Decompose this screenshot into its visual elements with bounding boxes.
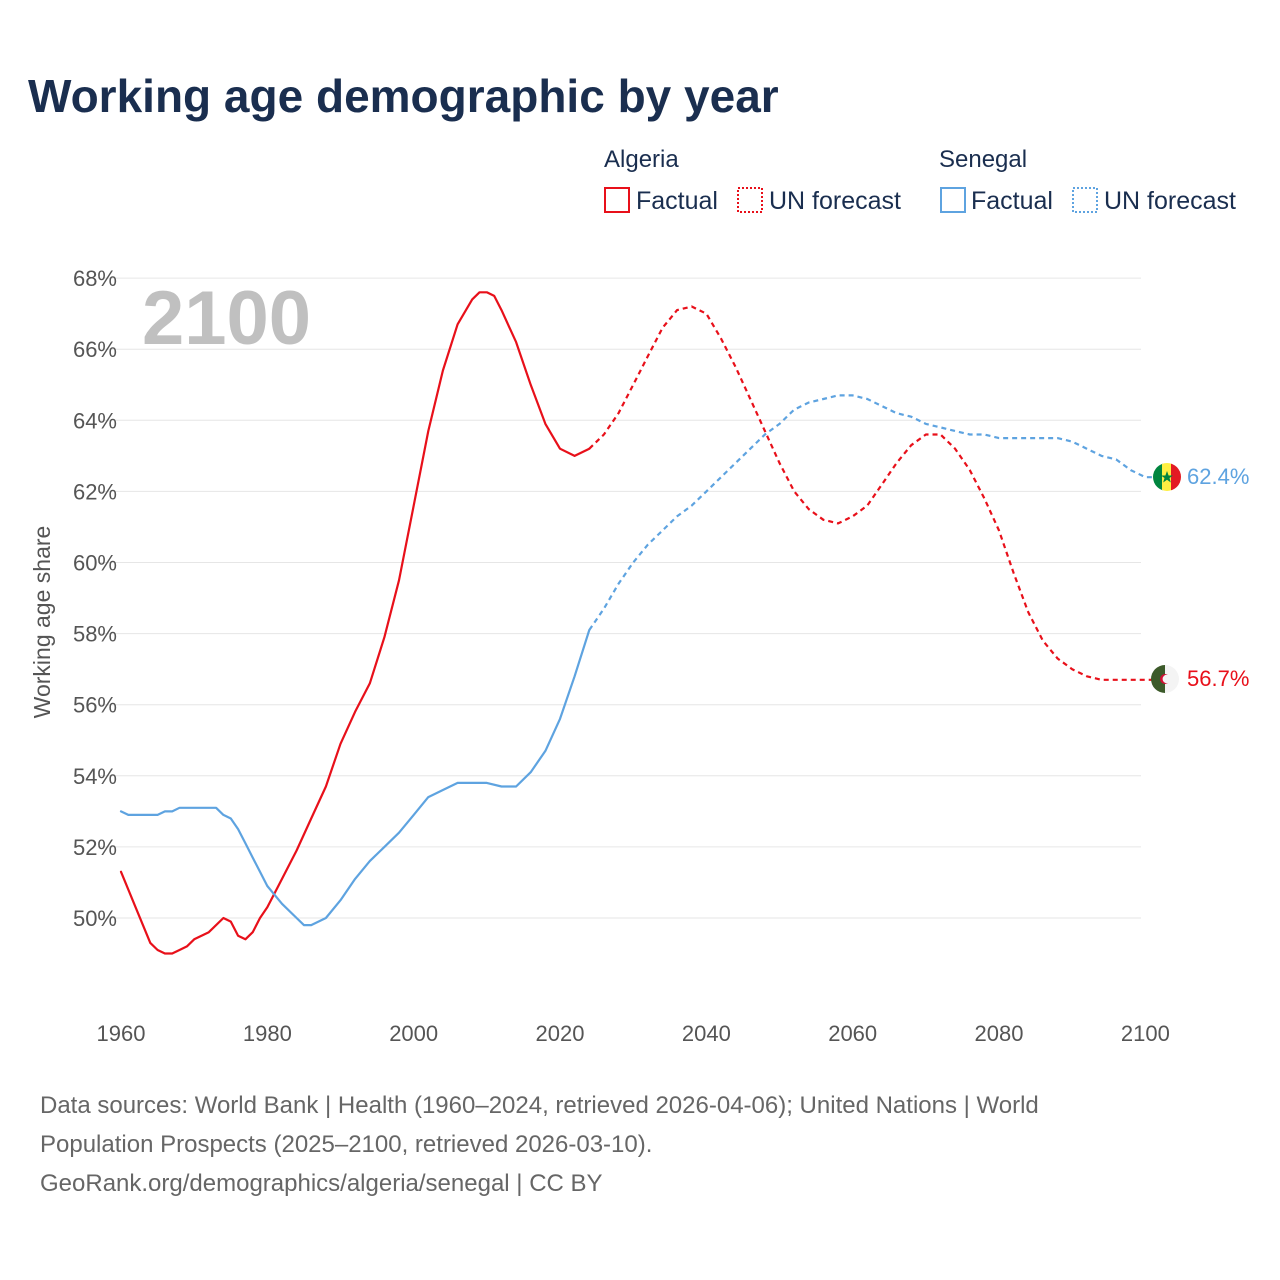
chart-title: Working age demographic by year [28, 70, 779, 122]
legend-group-senegal: Senegal [939, 146, 1027, 173]
y-tick-label: 62% [73, 479, 117, 504]
y-tick-label: 64% [73, 408, 117, 433]
end-label-algeria: 56.7% [1187, 666, 1249, 691]
legend-label-algeria-forecast: UN forecast [769, 187, 901, 215]
legend: Algeria Factual UN forecast Senegal Fact… [604, 146, 1236, 215]
footer-sources-line1: Data sources: World Bank | Health (1960–… [40, 1092, 1039, 1119]
y-tick-label: 68% [73, 266, 117, 291]
x-tick-label: 2060 [828, 1021, 877, 1046]
algeria-flag-icon [1151, 665, 1179, 693]
series [119, 291, 1160, 955]
x-tick-label: 2040 [682, 1021, 731, 1046]
x-tick-label: 2080 [975, 1021, 1024, 1046]
x-tick-label: 1980 [243, 1021, 292, 1046]
legend-label-algeria-factual: Factual [636, 187, 718, 215]
legend-label-senegal-factual: Factual [971, 187, 1053, 215]
legend-swatch-algeria-factual [604, 187, 630, 213]
x-tick-label: 1960 [97, 1021, 146, 1046]
footer-link[interactable]: GeoRank.org/demographics/algeria/senegal… [40, 1170, 603, 1197]
x-tick-label: 2000 [389, 1021, 438, 1046]
y-tick-label: 56% [73, 693, 117, 718]
y-tick-label: 66% [73, 337, 117, 362]
y-axis: 50% 52% 54% 56% 58% 60% 62% 64% 66% 68% [73, 266, 117, 931]
y-tick-label: 54% [73, 764, 117, 789]
gridlines [98, 277, 1141, 919]
y-tick-label: 58% [73, 622, 117, 647]
legend-group-algeria: Algeria [604, 146, 679, 173]
y-tick-label: 52% [73, 835, 117, 860]
series-line-algeria-forecast [588, 305, 1160, 681]
x-axis: 1960 1980 2000 2020 2040 2060 2080 2100 [97, 1021, 1170, 1046]
legend-swatch-algeria-forecast [737, 187, 763, 213]
y-tick-label: 50% [73, 906, 117, 931]
senegal-flag-icon [1153, 463, 1181, 491]
footer-sources-line2: Population Prospects (2025–2100, retriev… [40, 1131, 652, 1158]
series-line-senegal-factual [119, 628, 591, 927]
end-label-senegal: 62.4% [1187, 464, 1249, 489]
year-marker: 2100 [142, 276, 311, 361]
series-line-senegal-forecast [588, 394, 1160, 631]
series-line-algeria-factual [119, 291, 591, 955]
legend-swatch-senegal-forecast [1072, 187, 1098, 213]
x-tick-label: 2100 [1121, 1021, 1170, 1046]
y-axis-label: Working age share [29, 526, 55, 719]
x-tick-label: 2020 [536, 1021, 585, 1046]
legend-swatch-senegal-factual [940, 187, 966, 213]
y-tick-label: 60% [73, 551, 117, 576]
legend-label-senegal-forecast: UN forecast [1104, 187, 1236, 215]
